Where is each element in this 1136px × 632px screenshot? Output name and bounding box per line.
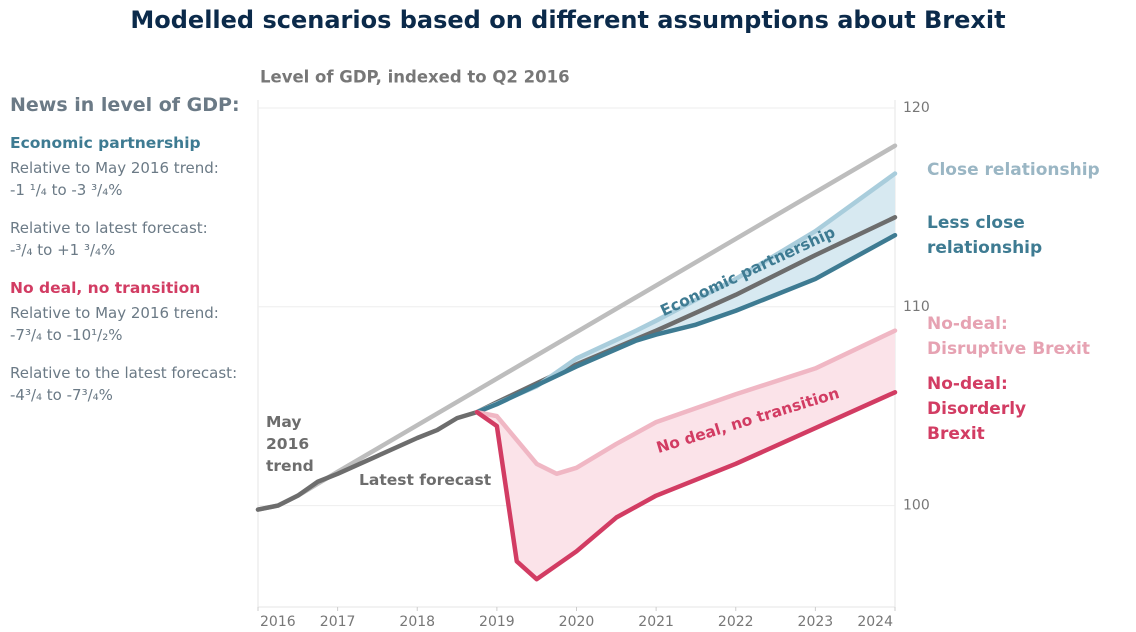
y-axis-label: Level of GDP, indexed to Q2 2016 (260, 68, 570, 87)
x-tick-label: 2023 (798, 614, 834, 630)
panel-heading: Economic partnership (10, 134, 201, 152)
panel-item-label: Relative to the latest forecast: (10, 364, 238, 382)
series-line (255, 143, 898, 512)
series-label: Latest forecast (359, 471, 492, 489)
panel-item-label: Relative to May 2016 trend: (10, 159, 219, 177)
series-line (255, 215, 898, 512)
panel-heading: No deal, no transition (10, 279, 201, 297)
x-tick-label: 2020 (559, 614, 595, 630)
panel-item: Relative to latest forecast: -³/₄ to +1 ³… (10, 217, 250, 261)
chart-title: Modelled scenarios based on different as… (130, 6, 1005, 34)
series-label: Less close relationship (927, 213, 1043, 258)
series-line (474, 390, 898, 582)
x-tick-label: 2017 (320, 614, 356, 630)
y-tick-label: 110 (903, 299, 930, 315)
x-tick-label: 2018 (399, 614, 435, 630)
panel-item-range: -³/₄ to +1 ³/₄% (10, 241, 116, 259)
panel-item: Relative to May 2016 trend: -1 ¹/₄ to -3 … (10, 157, 250, 201)
panel-item: Relative to the latest forecast: -4³/₄ to… (10, 362, 250, 406)
panel-item-label: Relative to latest forecast: (10, 219, 208, 237)
panel-item-range: -4³/₄ to -7³/₄% (10, 386, 113, 404)
panel-item-range: -1 ¹/₄ to -3 ³/₄% (10, 181, 123, 199)
y-tick-label: 120 (903, 100, 930, 116)
series-label: No-deal: Disorderly Brexit (927, 374, 1027, 444)
side-panel: News in level of GDP: Economic partnershi… (10, 94, 250, 422)
band (476, 330, 895, 580)
x-tick-label: 2016 (260, 614, 296, 630)
panel-item-range: -7³/₄ to -10¹/₂% (10, 326, 123, 344)
series-line (474, 328, 898, 477)
y-tick-label: 100 (903, 498, 930, 514)
x-tick-label: 2022 (718, 614, 754, 630)
series-line (474, 232, 898, 415)
panel-item-label: Relative to May 2016 trend: (10, 304, 219, 322)
panel-item: Relative to May 2016 trend: -7³/₄ to -10¹… (10, 302, 250, 346)
series-label: May 2016 trend (266, 413, 314, 475)
series-label: No-deal: Disruptive Brexit (927, 314, 1090, 359)
series-label: Close relationship (927, 160, 1100, 180)
panel-title: News in level of GDP: (10, 94, 240, 116)
x-tick-label: 2021 (638, 614, 674, 630)
x-tick-label: 2019 (479, 614, 515, 630)
x-tick-label: 2024 (857, 614, 893, 630)
